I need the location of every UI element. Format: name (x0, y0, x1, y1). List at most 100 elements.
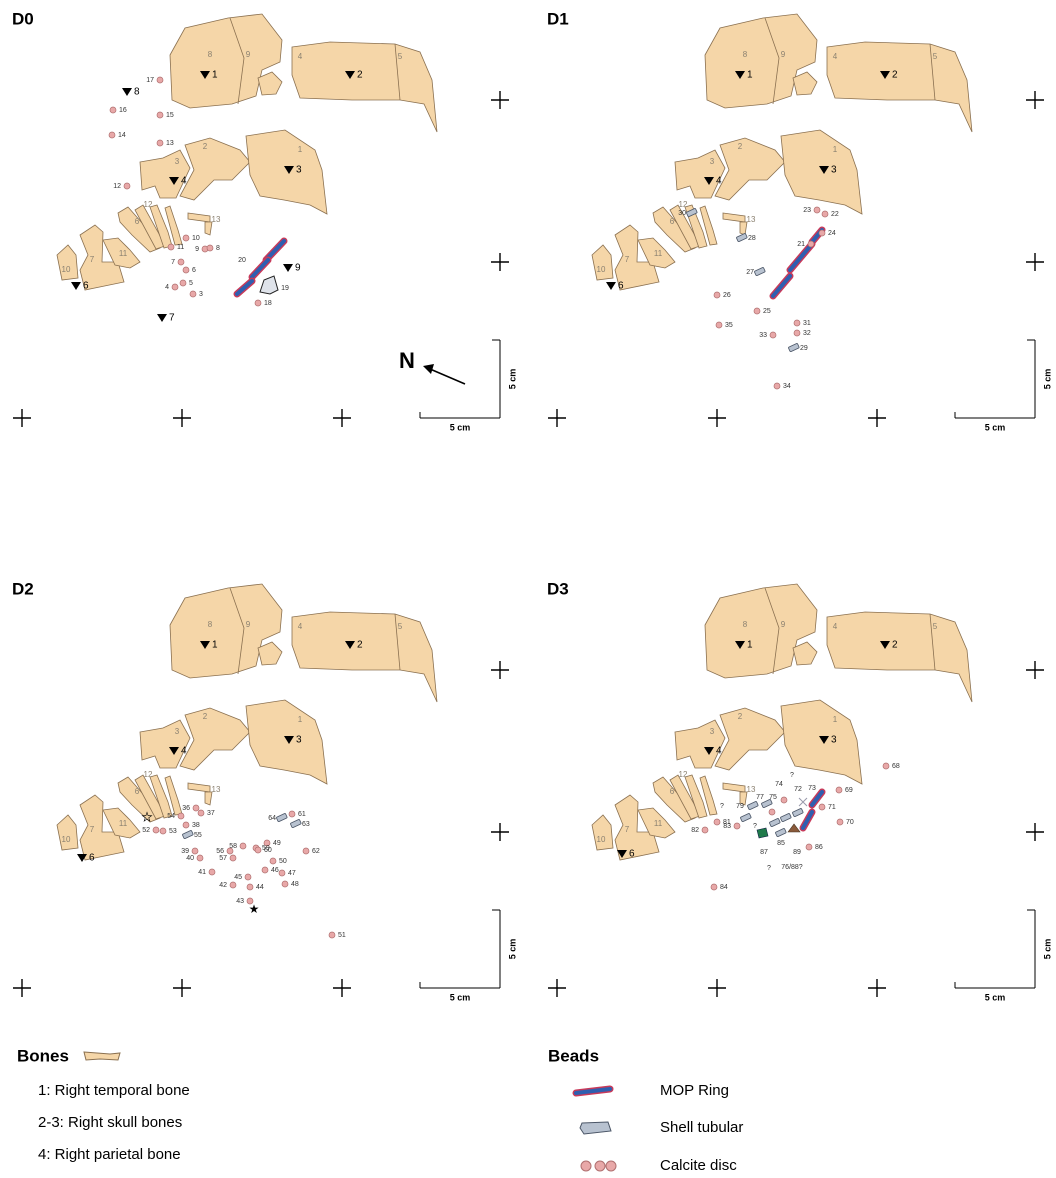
calcite-disc (754, 308, 760, 314)
bead-label: 55 (194, 832, 202, 839)
bead-label: 35 (725, 322, 733, 329)
bone-label: 6 (670, 217, 675, 226)
bone (188, 783, 210, 792)
bone (592, 245, 613, 280)
calcite-disc (883, 763, 889, 769)
bead-label: 24 (828, 230, 836, 237)
marker-label: 1 (747, 70, 753, 81)
bead-label: 83 (723, 823, 731, 830)
bead-label: 18 (264, 300, 272, 307)
marker-label: 6 (83, 281, 89, 292)
calcite-disc (255, 847, 261, 853)
bead-label: 20 (238, 257, 246, 264)
bead-label: 76/88? (781, 864, 803, 871)
bone-label: 3 (175, 157, 180, 166)
bone (723, 783, 745, 792)
marker (157, 314, 167, 322)
bead-label: 73 (808, 785, 816, 792)
calcite-disc (794, 330, 800, 336)
bone-label: 3 (710, 727, 715, 736)
shell-bead (290, 819, 301, 828)
bone-label: 2 (203, 712, 208, 721)
bone-label: 9 (246, 620, 251, 629)
bead-label: ? (753, 823, 757, 830)
shell-bead (182, 830, 193, 839)
north-arrow (430, 369, 465, 384)
bead-label: 25 (763, 308, 771, 315)
calcite-disc (230, 882, 236, 888)
scale-label: 5 cm (985, 992, 1006, 1002)
bone-label: 10 (597, 835, 606, 844)
calcite-disc (124, 183, 130, 189)
bone-label: 7 (90, 825, 95, 834)
bead-label: 23 (803, 207, 811, 214)
bone-label: 4 (833, 622, 838, 631)
bead-label: 86 (815, 844, 823, 851)
calcite-disc (190, 291, 196, 297)
marker-label: 2 (892, 640, 898, 651)
calcite-disc (774, 383, 780, 389)
panel: D289453211213671110123465 cm5 cm★★543637… (12, 579, 517, 1002)
bead-label: 21 (797, 241, 805, 248)
bead-label: 63 (302, 821, 310, 828)
marker-label: 3 (831, 165, 837, 176)
calcite-disc (262, 867, 268, 873)
green-bead (757, 828, 768, 838)
calcite-disc (109, 132, 115, 138)
bead-label: 10 (192, 235, 200, 242)
bone-label: 10 (597, 265, 606, 274)
bone-label: 13 (212, 215, 221, 224)
calcite-disc (808, 241, 814, 247)
bones: 8945321121367111012346 (57, 584, 437, 864)
bead-label: 41 (198, 869, 206, 876)
bone-label: 8 (743, 50, 748, 59)
bone-label: 13 (747, 215, 756, 224)
calcite-disc (247, 884, 253, 890)
bone-label: 2 (203, 142, 208, 151)
bead-label: 52 (142, 827, 150, 834)
marker-label: 1 (212, 70, 218, 81)
bone-label: 9 (781, 620, 786, 629)
bone-label: 3 (175, 727, 180, 736)
bead-label: 11 (177, 244, 184, 251)
bone-label: 7 (90, 255, 95, 264)
bone (715, 138, 785, 200)
calcite-disc (157, 140, 163, 146)
shell-swatch (580, 1122, 611, 1134)
bone-label: 8 (208, 620, 213, 629)
calcite-disc (110, 107, 116, 113)
bone-label: 4 (833, 52, 838, 61)
stone (260, 276, 278, 294)
bead-label: ? (720, 803, 724, 810)
scale-label: 5 cm (507, 369, 517, 390)
calcite-disc (240, 843, 246, 849)
calcite-disc (192, 848, 198, 854)
bead-label: 71 (828, 804, 836, 811)
bone-label: 1 (298, 145, 303, 154)
marker-label: 9 (295, 263, 301, 274)
scale-label: 5 cm (507, 939, 517, 960)
bead-label: 47 (288, 870, 296, 877)
bone-label: 11 (119, 819, 128, 828)
marker-label: 1 (747, 640, 753, 651)
bones: 8945321121367111012348967 (57, 14, 437, 324)
bone (292, 612, 437, 702)
scale-label: 5 cm (1042, 939, 1052, 960)
shell-bead (775, 828, 786, 837)
scale-label: 5 cm (1042, 369, 1052, 390)
bone (258, 642, 282, 665)
bead-label: 40 (186, 855, 194, 862)
disc-swatch (581, 1161, 591, 1171)
bone-label: 1 (833, 715, 838, 724)
bone-label: 2 (738, 712, 743, 721)
calcite-disc (734, 823, 740, 829)
bone-label: 5 (933, 622, 938, 631)
bead-label: 5 (189, 280, 193, 287)
bone (793, 642, 817, 665)
bone-label: 12 (679, 770, 688, 779)
scale-label: 5 cm (985, 422, 1006, 432)
calcite-disc (183, 235, 189, 241)
bead-label: 45 (234, 874, 242, 881)
shell-bead (769, 818, 780, 827)
bead-label: 16 (119, 107, 127, 114)
